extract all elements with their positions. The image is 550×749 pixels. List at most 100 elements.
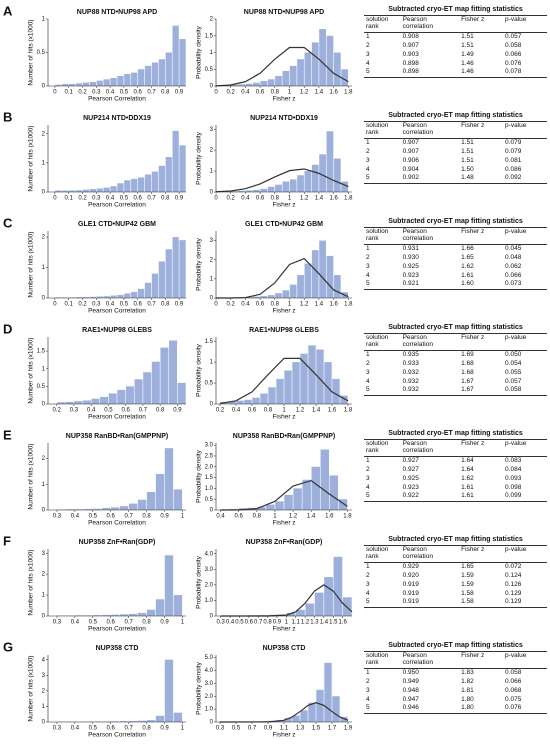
table-cell: 0.949 [402,677,419,685]
y-tick-label: 0 [42,84,46,90]
table: solution rank Pearson correlation Fisher z… [364,652,547,714]
table-cell: 0.946 [400,703,460,714]
y-tick-label: 0.5 [205,497,214,503]
bar [311,466,320,510]
y-tick-label: 3 [210,127,214,133]
bar [311,164,319,192]
table-cell: 0.066 [505,50,522,58]
column-header: Fisher z [459,440,504,457]
x-tick-label: 0.4 [71,620,80,626]
x-tick-label: 0.6 [134,196,143,202]
x-tick-label: 0.2 [78,302,87,308]
x-tick-label: 0.8 [271,90,280,96]
table-cell: 3 [366,156,370,164]
table-row: 5 0.898 1.46 0.078 [364,67,547,78]
bar [82,189,90,192]
chart-title: GLE1 CTD•NUP42 GBM [245,221,323,228]
fit-curve [215,168,349,193]
chart-title: GLE1 CTD•NUP42 GBM [78,221,156,228]
y-tick-label: 0 [42,508,46,514]
bar [89,189,96,192]
stats-table: Subtracted cryo-ET map fitting statistic… [364,430,547,502]
chart-title: NUP358 ZnF•Ran(GDP) [79,539,156,546]
column-header: Pearson correlation [400,440,460,457]
bar [96,188,103,192]
y-tick-label: 1 [210,50,214,56]
bar [75,190,83,192]
bar [138,69,145,86]
bar [333,158,341,192]
table-cell: 1.50 [461,165,474,173]
bar [284,494,293,510]
panel-label: E [3,427,12,442]
x-tick-label: 0.9 [273,620,282,626]
bar [146,609,156,616]
bar [100,396,109,404]
table-cell: 4 [366,165,370,173]
bar [324,362,332,404]
y-tick-label: 0 [210,190,214,196]
table-cell: 1.51 [461,41,474,49]
y-tick-label: 1 [210,360,214,366]
table-cell: 0.055 [505,368,522,376]
stats-table: Subtracted cryo-ET map fitting statistic… [364,112,547,184]
y-tick-label: 0 [210,84,214,90]
table-cell: 1.58 [461,589,474,597]
bar [119,614,129,616]
table-cell: 0.923 [402,271,419,279]
table-title: Subtracted cryo-ET map fitting statistic… [364,218,547,228]
table-cell: 0.933 [402,359,419,367]
x-tick-label: 0.3 [216,726,225,732]
bar [103,79,110,86]
x-tick-label: 0.9 [160,726,169,732]
y-tick-label: 0 [210,508,214,514]
x-tick-label: 0.8 [142,514,151,520]
bar [252,397,260,404]
table-cell: 1.68 [461,359,474,367]
table-cell: 0.099 [503,491,547,502]
x-tick-label: 0.2 [78,196,87,202]
bar [111,507,120,510]
y-tick-label: 1.5 [205,339,214,345]
table: solution rank Pearson correlation Fisher z… [364,334,547,396]
bar [158,165,165,192]
x-tick-label: 0.8 [161,302,170,308]
x-tick-label: 1.3 [310,620,319,626]
y-axis-label: Number of hits (x1000) [28,19,35,85]
y-tick-label: 1 [42,704,46,710]
x-tick-label: 1.5 [329,620,338,626]
x-axis-label: Fisher z [272,96,295,103]
y-tick-label: 2 [210,257,214,263]
bar [117,389,126,404]
bar [74,401,83,404]
column-header: Pearson correlation [400,546,460,563]
bar [55,297,62,298]
bar [245,190,253,192]
y-tick-label: 2 [42,131,46,137]
table-cell: 3 [366,474,370,482]
table-cell: 0.919 [402,589,419,597]
bar [151,273,159,298]
x-tick-label: 0 [53,302,57,308]
table-cell: 0.084 [505,465,522,473]
table-cell: 0.931 [402,245,419,253]
table-row: 2 0.907 1.51 0.079 [364,147,547,156]
bar [96,80,103,86]
table-cell: 1.60 [459,279,504,290]
table-cell: 1.51 [461,139,474,147]
fit-curve [219,702,349,723]
x-tick-label: 0.7 [124,620,133,626]
table-cell: 0.086 [505,165,522,173]
bar [282,181,290,192]
y-tick-label: 2.0 [205,694,214,700]
bar [297,59,304,86]
table-cell: 0.925 [402,474,419,482]
x-tick-label: 0.6 [121,408,130,414]
y-tick-label: 0 [42,190,46,196]
x-tick-label: 1.4 [315,302,324,308]
bar [329,475,339,510]
y-tick-label: 2 [42,572,46,578]
bar [158,261,165,298]
table-row: 1 0.935 1.69 0.050 [364,350,547,359]
table-cell: 0.948 [402,686,419,694]
